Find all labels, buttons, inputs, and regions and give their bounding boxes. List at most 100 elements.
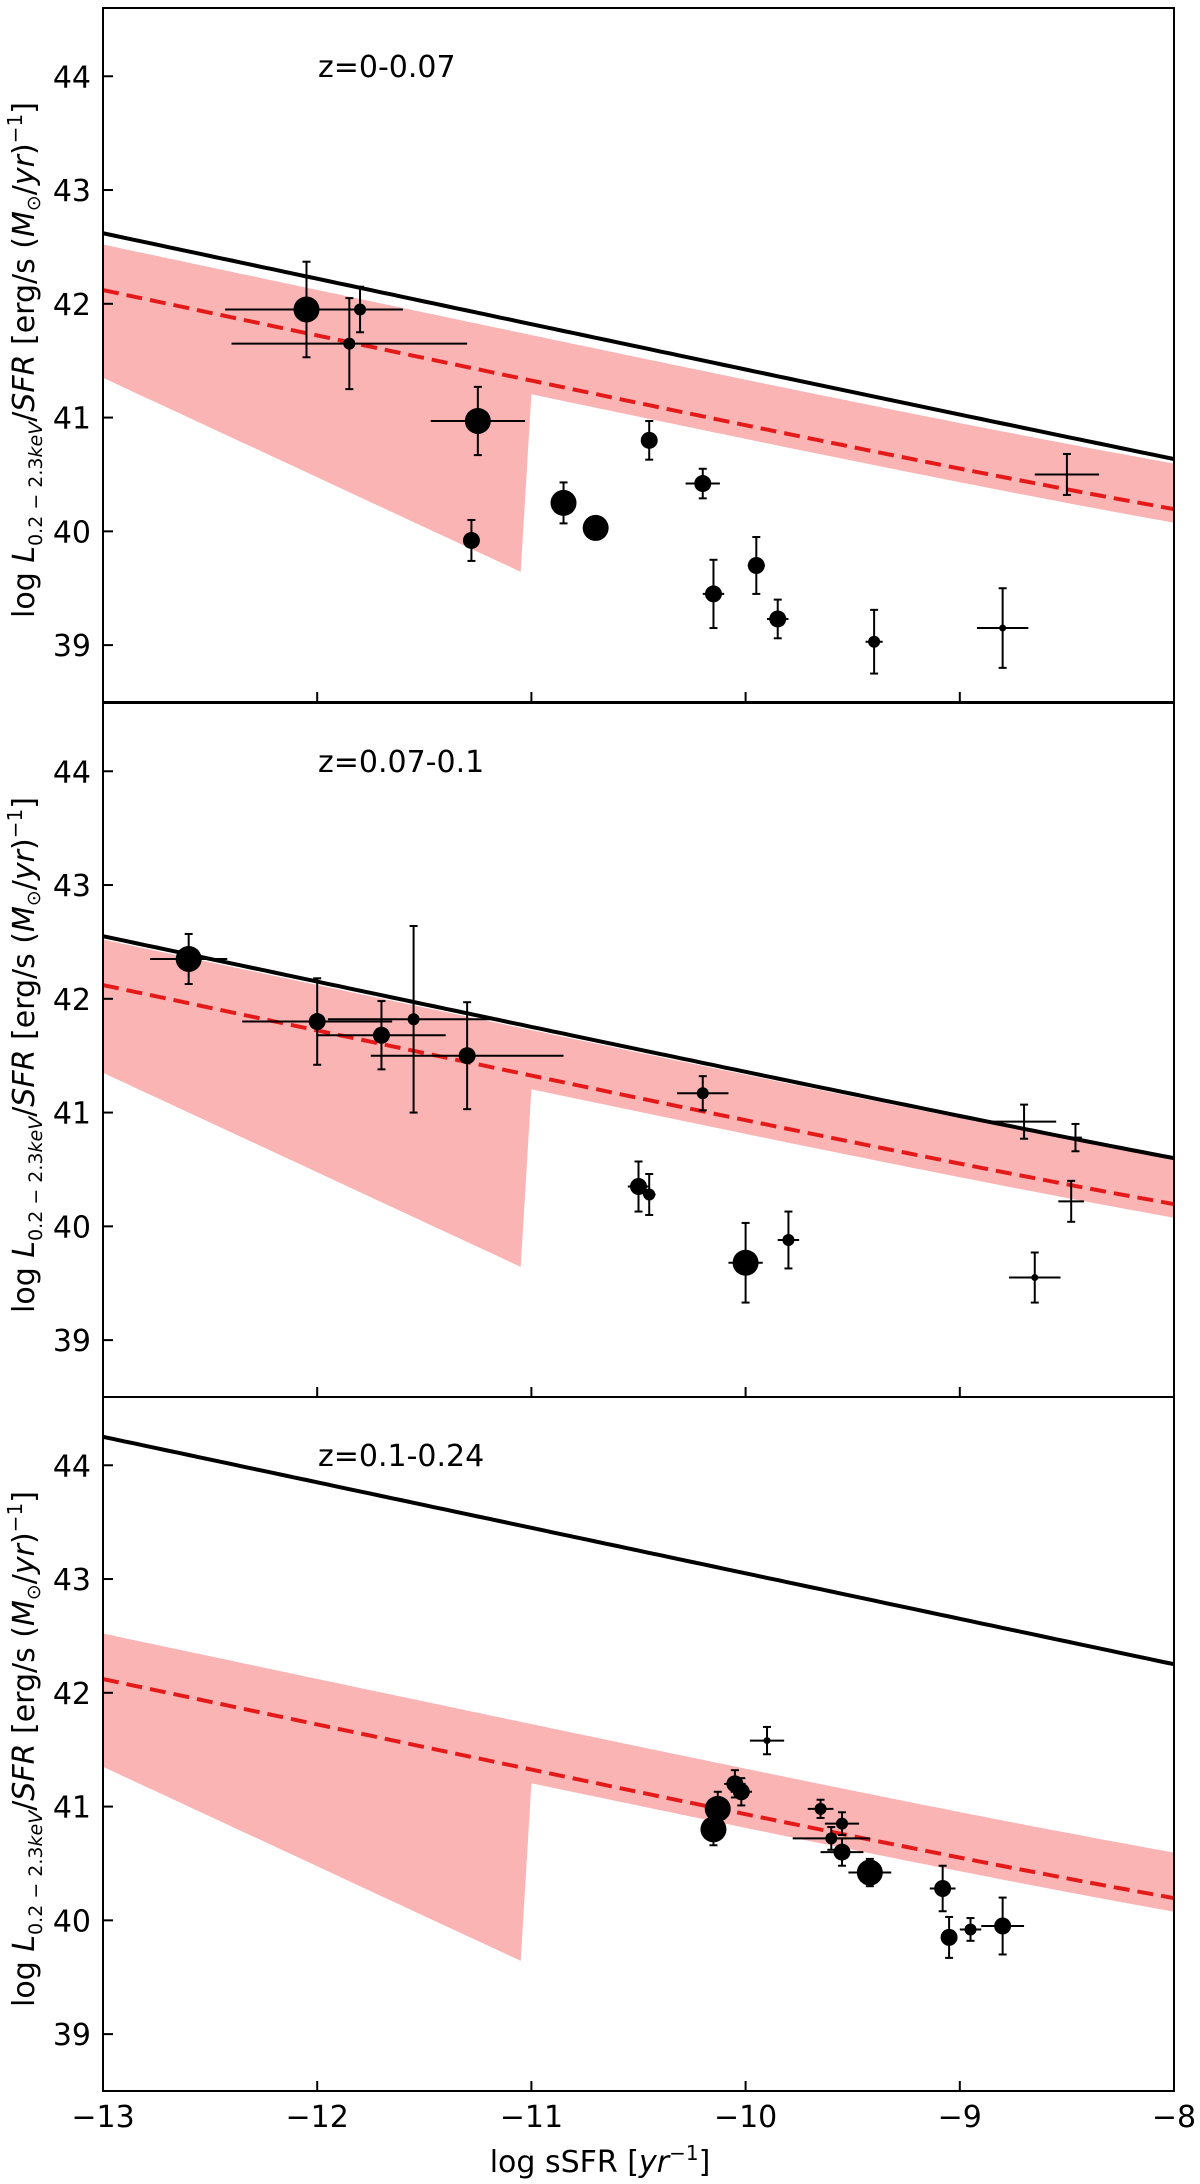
data-marker: [464, 407, 491, 434]
data-marker: [354, 303, 367, 316]
y-tick-label: 44: [53, 60, 91, 95]
model-uncertainty-band: [103, 1633, 1174, 1961]
data-point: [959, 1917, 982, 1942]
y-tick-label: 42: [53, 288, 91, 323]
x-tick-label: −9: [938, 2100, 982, 2135]
data-point: [642, 1173, 656, 1216]
y-axis-label: log L0.2 − 2.3keV/SFR [erg/s (M⊙/yr)−1]: [3, 102, 47, 618]
data-marker: [763, 1737, 771, 1745]
data-point: [677, 1075, 729, 1112]
data-marker: [694, 475, 712, 493]
data-point: [976, 587, 1029, 669]
data-point: [685, 467, 720, 500]
data-marker: [550, 489, 577, 516]
data-marker: [704, 1795, 731, 1822]
y-tick-label: 43: [53, 174, 91, 209]
data-marker: [747, 556, 765, 574]
data-marker: [293, 296, 320, 323]
y-tick-label: 40: [53, 1904, 91, 1939]
x-axis-label: log sSFR [yr−1]: [490, 2141, 711, 2180]
y-tick-label: 42: [53, 1677, 91, 1712]
data-point: [991, 1103, 1057, 1140]
data-point: [550, 481, 577, 525]
data-point: [777, 1210, 800, 1270]
data-marker: [582, 514, 609, 541]
data-point: [981, 1896, 1025, 1956]
data-point: [730, 1777, 753, 1807]
model-dashed-line: [103, 1677, 1174, 1901]
y-tick-label: 43: [53, 869, 91, 904]
data-point: [728, 1221, 763, 1304]
data-marker: [782, 1233, 795, 1246]
data-marker: [630, 1178, 647, 1196]
model-dashed-line: [103, 983, 1174, 1207]
data-marker: [372, 1026, 390, 1044]
data-point: [807, 1798, 834, 1819]
panel-2: 39 40 41 42 43 44 z=0.07-0.1 log L0.2 − 2.3keV/…: [3, 702, 1175, 1398]
x-tick-label: −8: [1152, 2100, 1196, 2135]
data-marker: [964, 1923, 977, 1936]
y-tick-label: 40: [53, 515, 91, 550]
data-marker: [696, 1087, 709, 1100]
y-tick-label: 39: [53, 629, 91, 664]
data-marker: [1031, 1274, 1039, 1282]
x-tick-label: −13: [71, 2100, 134, 2135]
data-point: [792, 1826, 870, 1851]
panel-redshift-label: z=0-0.07: [318, 50, 456, 85]
data-point: [1058, 1179, 1085, 1223]
model-dashed-line: [103, 288, 1174, 512]
data-point: [767, 598, 789, 640]
data-point: [462, 518, 480, 562]
data-marker: [704, 585, 722, 603]
data-point: [327, 924, 500, 1114]
data-marker: [833, 1843, 851, 1861]
data-point: [242, 977, 393, 1066]
y-tick-label: 39: [53, 2018, 91, 2053]
data-point: [865, 608, 883, 675]
data-point: [1069, 1122, 1082, 1153]
data-point: [704, 1790, 731, 1827]
data-marker: [856, 1859, 883, 1886]
plot-area: [103, 924, 1174, 1304]
panel-1: 39 40 41 42 43 44 z=0-0.07 log L0.2 − 2.3keV/SF…: [3, 7, 1175, 703]
data-marker: [343, 337, 356, 350]
data-point: [627, 1160, 650, 1213]
data-marker: [940, 1928, 958, 1946]
data-marker: [308, 1013, 326, 1031]
model-uncertainty-band: [103, 939, 1174, 1267]
data-marker: [994, 1917, 1012, 1935]
data-point: [747, 536, 765, 595]
y-tick-label: 42: [53, 983, 91, 1018]
y-axis-label: log L0.2 − 2.3keV/SFR [erg/s (M⊙/yr)−1]: [3, 797, 47, 1313]
data-point: [317, 285, 403, 334]
model-uncertainty-band: [103, 244, 1174, 572]
data-marker: [700, 1816, 727, 1843]
panel-3: 39 40 41 42 43 44 −13 −12 −11 −10 −9 −8 z=0.1-0.24 lo…: [3, 1396, 1196, 2135]
data-point: [231, 297, 468, 391]
data-point: [940, 1915, 958, 1959]
data-marker: [732, 1783, 750, 1801]
data-marker: [868, 635, 881, 648]
panels: 39 40 41 42 43 44 z=0-0.07 log L0.2 − 2.3keV/SF…: [3, 7, 1196, 2135]
panel-frame: [102, 1396, 1175, 2092]
y-tick-label: 41: [53, 1097, 91, 1132]
data-point: [317, 1000, 446, 1071]
data-marker: [814, 1802, 827, 1815]
fit-solid-line: [103, 934, 1174, 1161]
data-marker: [835, 1817, 848, 1830]
x-tick-label: −11: [500, 2100, 563, 2135]
data-point: [820, 1837, 864, 1867]
plot-area: [103, 1434, 1174, 1961]
data-marker: [462, 531, 480, 549]
data-point: [582, 514, 609, 541]
panel-redshift-label: z=0.07-0.1: [318, 745, 484, 780]
x-tick-label: −12: [286, 2100, 349, 2135]
y-tick-label: 41: [53, 402, 91, 437]
panel-redshift-label: z=0.1-0.24: [318, 1439, 484, 1474]
y-tick-label: 44: [53, 1449, 91, 1484]
data-marker: [640, 431, 658, 449]
data-point: [430, 385, 525, 457]
data-point: [824, 1811, 860, 1837]
data-marker: [769, 610, 787, 628]
fit-solid-line: [103, 231, 1174, 461]
